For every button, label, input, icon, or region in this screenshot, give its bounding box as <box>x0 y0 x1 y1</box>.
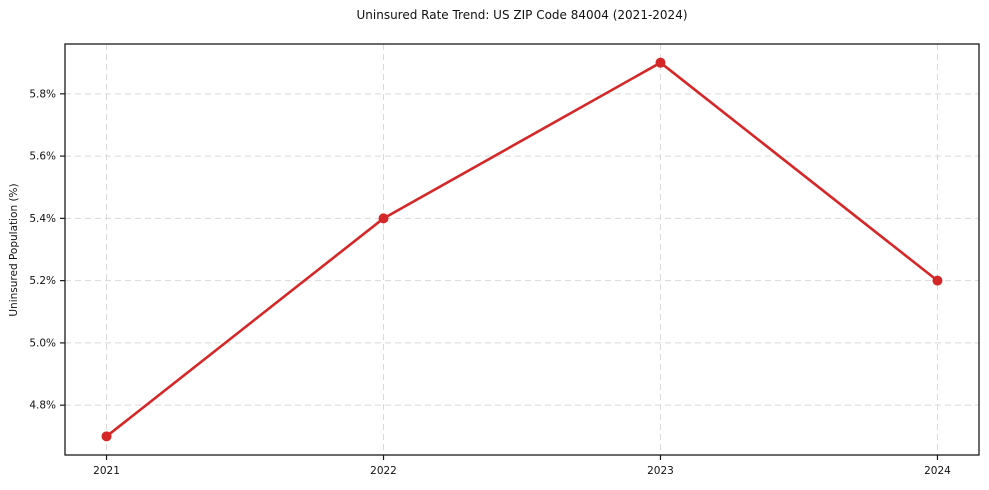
chart-title: Uninsured Rate Trend: US ZIP Code 84004 … <box>356 8 688 22</box>
data-point-marker <box>655 57 666 68</box>
y-tick-label: 5.2% <box>29 275 56 287</box>
data-point-marker <box>932 275 943 286</box>
plot-border <box>64 43 980 456</box>
x-tick-label: 2022 <box>370 465 397 477</box>
y-tick-label: 5.8% <box>29 88 56 100</box>
x-tick-label: 2021 <box>93 465 120 477</box>
x-tick-label: 2024 <box>924 465 951 477</box>
x-tick-label: 2023 <box>647 465 674 477</box>
data-point-marker <box>378 213 389 224</box>
y-tick-label: 5.0% <box>29 337 56 349</box>
data-point-marker <box>101 431 112 442</box>
y-tick-label: 5.4% <box>29 213 56 225</box>
y-tick-label: 4.8% <box>29 400 56 412</box>
trend-line <box>105 61 939 438</box>
y-tick-label: 5.6% <box>29 151 56 163</box>
